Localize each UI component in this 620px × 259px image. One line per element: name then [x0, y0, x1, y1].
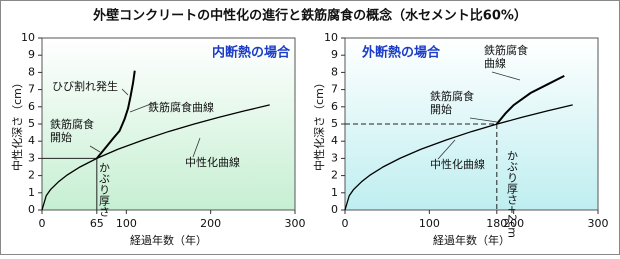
y-tick-label: 8: [28, 65, 35, 78]
y-tick-label: 4: [28, 134, 35, 147]
x-tick-label: 180: [486, 217, 507, 230]
y-tick-label: 5: [331, 117, 338, 130]
y-axis-label: 中性化深さ（cm）: [10, 77, 24, 171]
y-tick-label: 10: [21, 31, 35, 44]
leader: [129, 101, 157, 113]
x-tick-label: 65: [90, 217, 104, 230]
x-tick-label: 100: [419, 217, 440, 230]
y-tick-label: 2: [331, 169, 338, 182]
leader: [437, 139, 456, 160]
series-name: 鉄筋腐食曲線: [484, 44, 528, 70]
leader: [192, 137, 201, 158]
series-name: 中性化曲線: [430, 157, 485, 171]
series-line: [41, 104, 270, 211]
series-line: [496, 74, 565, 125]
x-tick-label: 300: [285, 217, 306, 230]
panel-title: 内断熱の場合: [212, 45, 291, 61]
y-tick-label: 1: [331, 186, 338, 199]
x-tick-label: 200: [503, 217, 524, 230]
leader: [491, 71, 521, 81]
y-tick-label: 3: [331, 151, 338, 164]
x-tick-label: 0: [342, 217, 349, 230]
series-name-box: 鉄筋腐食曲線: [484, 44, 528, 70]
y-tick-label: 0: [28, 203, 35, 216]
annotation: かぶり厚さ: [98, 162, 111, 217]
y-tick-label: 10: [324, 31, 338, 44]
annotation: ひび割れ発生: [52, 79, 118, 93]
y-tick-label: 3: [28, 151, 35, 164]
leader: [469, 117, 498, 123]
x-tick-label: 300: [588, 217, 609, 230]
y-tick-label: 9: [28, 48, 35, 61]
leader: [121, 88, 129, 96]
annotation-box: 鉄筋腐食開始: [50, 118, 94, 144]
y-tick-label: 7: [28, 83, 35, 96]
x-tick-label: 200: [200, 217, 221, 230]
y-tick-label: 5: [28, 117, 35, 130]
y-tick-label: 7: [331, 83, 338, 96]
x-axis-label: 経過年数（年）: [130, 233, 207, 247]
series-name: 鉄筋腐食曲線: [148, 100, 214, 114]
title: 外壁コンクリートの中性化の進行と鉄筋腐食の概念（水セメント比60%）: [92, 8, 527, 24]
y-tick-label: 0: [331, 203, 338, 216]
annotation: 鉄筋腐食開始: [430, 90, 474, 116]
x-axis-label: 経過年数（年）: [433, 233, 510, 247]
y-tick-label: 6: [331, 100, 338, 113]
leader: [89, 145, 101, 153]
y-tick-label: 9: [331, 48, 338, 61]
series-line: [344, 104, 573, 211]
y-tick-label: 8: [331, 65, 338, 78]
annotation: 鉄筋腐食開始: [50, 118, 94, 144]
y-tick-label: 6: [28, 100, 35, 113]
y-tick-label: 4: [331, 134, 338, 147]
series-name: 中性化曲線: [185, 155, 240, 169]
y-tick-label: 2: [28, 169, 35, 182]
panel-title: 外断熱の場合: [361, 45, 441, 61]
y-tick-label: 1: [28, 186, 35, 199]
plot-area: [41, 37, 296, 211]
y-axis-label: 中性化深さ（cm）: [312, 77, 326, 171]
x-tick-label: 0: [39, 217, 46, 230]
series-line: [96, 70, 136, 160]
x-tick-label: 100: [116, 217, 137, 230]
annotation-box: 鉄筋腐食開始: [430, 90, 474, 116]
annotation: かぶり厚さ+2cm: [506, 150, 519, 238]
